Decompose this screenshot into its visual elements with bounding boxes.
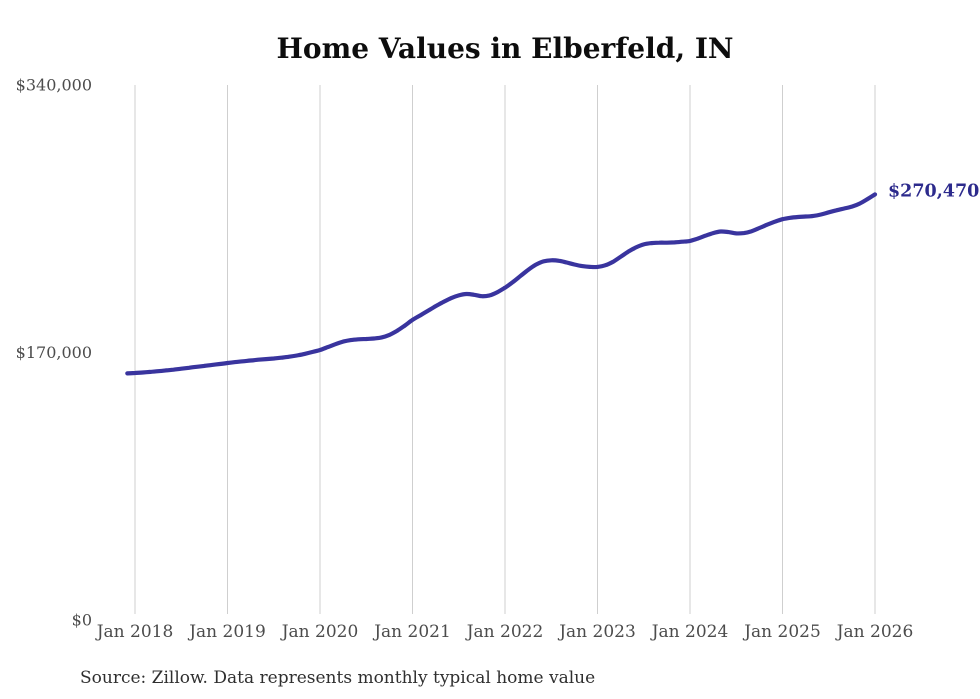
y-tick-170000: $170,000 bbox=[16, 343, 92, 362]
x-tick-jan-2019: Jan 2019 bbox=[187, 622, 266, 642]
x-tick-jan-2022: Jan 2022 bbox=[465, 622, 544, 642]
x-tick-jan-2026: Jan 2026 bbox=[835, 622, 914, 642]
y-axis-labels: $0 $170,000 $340,000 bbox=[16, 76, 92, 630]
source-note: Source: Zillow. Data represents monthly … bbox=[80, 668, 595, 688]
x-tick-jan-2020: Jan 2020 bbox=[280, 622, 359, 642]
x-axis-labels: Jan 2018 Jan 2019 Jan 2020 Jan 2021 Jan 2022… bbox=[95, 622, 914, 642]
y-tick-340000: $340,000 bbox=[16, 76, 92, 95]
x-tick-jan-2018: Jan 2018 bbox=[95, 622, 174, 642]
y-tick-0: $0 bbox=[72, 611, 92, 630]
gridlines bbox=[134, 85, 876, 614]
x-tick-jan-2021: Jan 2021 bbox=[372, 622, 451, 642]
x-tick-jan-2023: Jan 2023 bbox=[557, 622, 636, 642]
x-tick-jan-2024: Jan 2024 bbox=[650, 622, 729, 642]
home-value-line bbox=[125, 192, 878, 376]
x-tick-jan-2025: Jan 2025 bbox=[742, 622, 821, 642]
chart-title: Home Values in Elberfeld, IN bbox=[276, 32, 733, 65]
latest-value-label: $270,470 bbox=[888, 181, 979, 201]
